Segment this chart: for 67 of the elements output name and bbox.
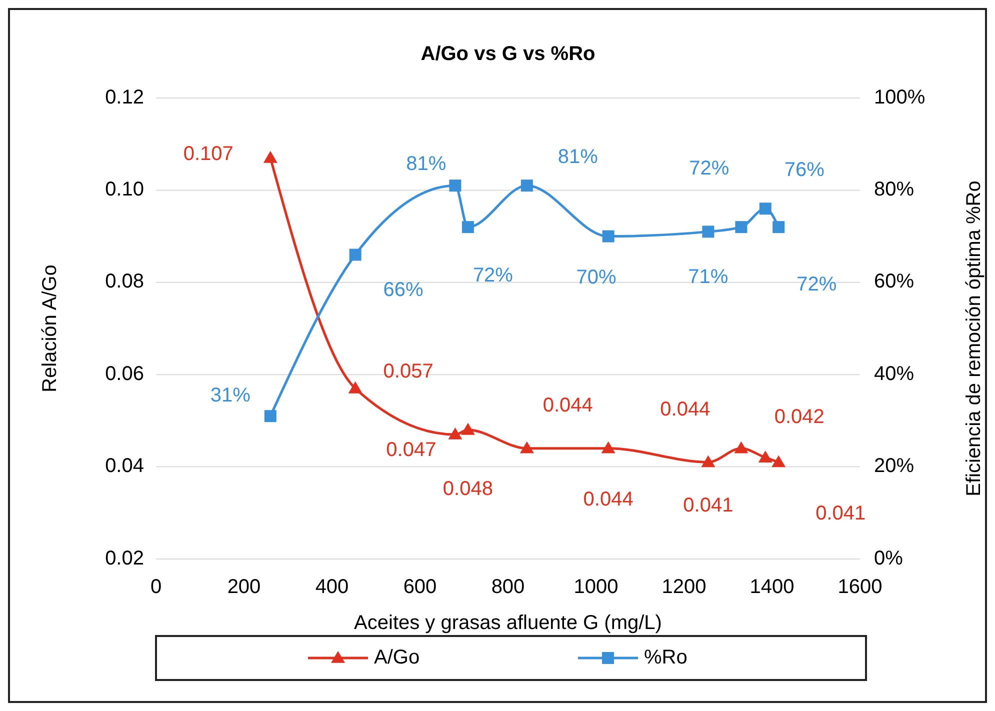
- x-axis-title: Aceites y grasas afluente G (mg/L): [354, 612, 662, 634]
- data-label: 0.041: [683, 494, 734, 516]
- data-label: 72%: [472, 264, 514, 286]
- point: [448, 428, 462, 440]
- point: [460, 422, 475, 435]
- y-tick-label: 0.06: [105, 362, 144, 385]
- point: [772, 221, 785, 234]
- data-label: 72%: [689, 157, 730, 180]
- point: [772, 455, 786, 468]
- y-tick-label: 0.08: [105, 270, 144, 293]
- y2-tick-label: 0%: [874, 547, 904, 570]
- data-label: 0.044: [542, 394, 593, 417]
- point: [349, 248, 362, 261]
- x-tick-label: 1000: [574, 576, 618, 598]
- data-label: 66%: [383, 279, 424, 302]
- data-label: 0.041: [816, 502, 866, 524]
- data-label: 0.044: [583, 488, 634, 511]
- x-tick-label: 1400: [750, 576, 794, 598]
- data-label: 0.047: [386, 438, 436, 461]
- data-label: 0.107: [183, 143, 234, 166]
- y2-tick-label: 20%: [874, 455, 914, 478]
- point: [734, 441, 748, 454]
- x-tick-label: 200: [227, 576, 261, 598]
- y2-tick-label: 80%: [874, 178, 914, 200]
- data-label: 0.057: [383, 360, 434, 383]
- data-label: 81%: [406, 152, 446, 175]
- x-tick-label: 1600: [838, 576, 882, 598]
- point: [520, 441, 534, 454]
- point: [702, 226, 714, 238]
- y2-axis-title: Eficiencia de remoción óptima %Ro: [963, 180, 985, 496]
- data-label: 0.042: [774, 406, 824, 428]
- point: [735, 221, 748, 234]
- point: [263, 150, 278, 163]
- x-tick-label: 600: [403, 576, 437, 598]
- data-label: 76%: [784, 158, 825, 181]
- y2-tick-label: 100%: [874, 86, 926, 108]
- x-tick-label: 400: [315, 576, 349, 598]
- data-label: 70%: [576, 266, 617, 289]
- point: [602, 230, 614, 242]
- legend-label: A/Go: [374, 646, 420, 668]
- y-axis-title: Relación A/Go: [39, 264, 61, 392]
- data-label: 0.044: [660, 398, 710, 421]
- point: [520, 180, 533, 192]
- data-label: 72%: [796, 273, 837, 296]
- x-tick-label: 800: [491, 576, 525, 598]
- point: [601, 441, 616, 454]
- point: [759, 202, 772, 215]
- y-tick-label: 0.02: [105, 547, 144, 570]
- y2-tick-label: 60%: [874, 270, 914, 293]
- point: [758, 450, 772, 462]
- point: [462, 221, 474, 234]
- point: [348, 381, 362, 394]
- x-tick-label: 0: [150, 576, 162, 598]
- data-label: 31%: [210, 384, 251, 406]
- data-label: 71%: [688, 266, 728, 288]
- point: [264, 410, 276, 422]
- legend-label: %Ro: [644, 646, 688, 668]
- data-label: 81%: [558, 146, 598, 168]
- y-tick-label: 0.10: [105, 178, 144, 200]
- y-tick-label: 0.04: [105, 455, 144, 478]
- x-tick-label: 1200: [662, 576, 706, 598]
- point: [701, 455, 716, 468]
- point: [449, 180, 462, 192]
- y-tick-label: 0.12: [105, 86, 144, 108]
- chart-title: A/Go vs G vs %Ro: [420, 43, 596, 65]
- y2-tick-label: 40%: [874, 362, 914, 385]
- data-label: 0.048: [442, 478, 493, 500]
